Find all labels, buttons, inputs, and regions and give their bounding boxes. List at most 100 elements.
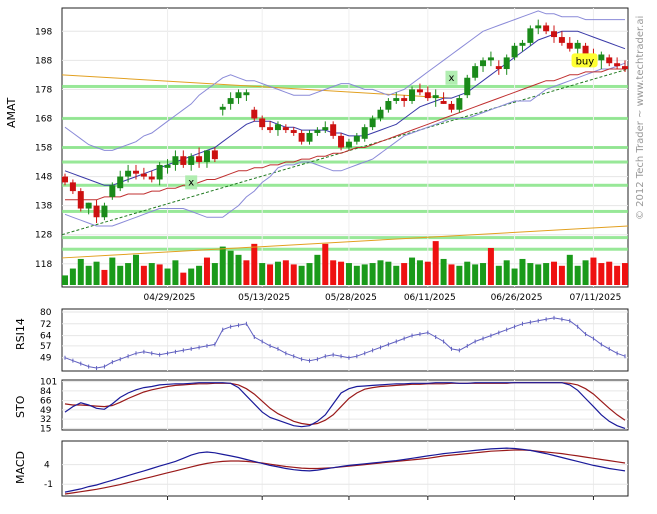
candle-body (180, 156, 187, 165)
candle-body (582, 45, 589, 55)
support-level (62, 183, 628, 187)
candle-body (172, 156, 179, 165)
bollinger-lower-line (64, 62, 626, 227)
support-level (62, 116, 628, 120)
volume-bar (322, 243, 329, 285)
volume-bar (456, 265, 463, 285)
price-tick-label: 118 (35, 260, 52, 270)
candle-body (140, 173, 147, 177)
candle-body (227, 98, 234, 104)
sto-tick-label: 15 (40, 424, 51, 434)
support-level (62, 146, 628, 149)
candle-body (203, 150, 210, 163)
candle-body (235, 92, 242, 99)
sto-tick-label: 101 (40, 378, 57, 388)
candle-body (598, 54, 605, 61)
candle-body (558, 37, 565, 43)
candle-body (322, 127, 329, 131)
candle-body (188, 156, 195, 165)
candle-body (306, 132, 313, 142)
volume-bar (401, 263, 408, 285)
candle-body (401, 98, 408, 101)
date-tick-label: 04/29/2025 (144, 293, 196, 303)
candle-body (440, 101, 447, 104)
price-tick-label: 158 (35, 144, 52, 154)
rsi-line (64, 317, 626, 369)
candle-body (535, 25, 542, 29)
volume-bar (227, 250, 234, 285)
volume-bar (519, 258, 526, 285)
price-tick-label: 168 (35, 114, 52, 124)
volume-bar (274, 261, 281, 285)
sto-tick-label: 66 (40, 397, 52, 407)
volume-bar (598, 263, 605, 285)
volume-bar (180, 272, 187, 285)
candle-body (156, 164, 163, 180)
volume-bar (614, 265, 621, 285)
candle-body (519, 42, 526, 46)
candle-body (369, 118, 376, 128)
rsi-tick-label: 72 (40, 320, 51, 330)
candle-body (93, 205, 100, 218)
volume-bar (409, 257, 416, 285)
sell-signal-badge (445, 70, 458, 85)
volume-bar (503, 260, 510, 285)
volume-bar (117, 265, 124, 285)
price-tick-label: 128 (35, 231, 52, 241)
candle-body (432, 95, 439, 99)
volume-bar (330, 260, 337, 285)
sto-panel-label: STO (14, 395, 27, 418)
volume-bar (535, 264, 542, 285)
volume-bar (385, 261, 392, 285)
support-level (62, 84, 628, 88)
candle-body (472, 66, 479, 78)
volume-bar (480, 263, 487, 285)
date-tick-label: 05/28/2025 (325, 293, 377, 303)
volume-bar (267, 264, 274, 285)
candle-body (385, 101, 392, 110)
volume-bar (156, 264, 163, 285)
sell-signal-label: x (188, 177, 194, 188)
bollinger-upper-line (64, 10, 625, 151)
volume-bar (424, 261, 431, 285)
candle-body (290, 130, 297, 133)
candle-body (622, 66, 628, 70)
volume-bar (109, 257, 116, 285)
candle-body (361, 127, 368, 139)
support-level (62, 209, 628, 213)
volume-bar (125, 263, 132, 285)
support-level (62, 236, 628, 240)
volume-bar (606, 261, 613, 285)
volume-bar (101, 269, 108, 285)
volume-bar (172, 260, 179, 285)
candle-body (543, 25, 550, 32)
volume-bar (622, 263, 628, 285)
volume-bar (243, 260, 250, 285)
candle-body (196, 156, 203, 163)
candle-body (274, 124, 281, 131)
candle-body (495, 66, 502, 70)
volume-bar (314, 254, 321, 285)
candle-body (393, 98, 400, 101)
volume-bar (77, 258, 84, 285)
volume-bar (203, 257, 210, 285)
candle-body (353, 135, 360, 142)
support-level (62, 160, 628, 164)
volume-bar (574, 265, 581, 285)
date-tick-label: 07/11/2025 (569, 293, 621, 303)
candle-body (614, 63, 621, 67)
volume-bar (590, 257, 597, 285)
candle-body (117, 176, 124, 189)
sell-signal-label: x (448, 73, 454, 84)
volume-bar (338, 261, 345, 285)
price-tick-label: 138 (35, 202, 52, 212)
candle-body (259, 118, 266, 128)
volume-bar (464, 261, 471, 285)
macd-tick-label: -1 (44, 480, 53, 490)
sma-slow-line (65, 68, 625, 201)
volume-bar (306, 263, 313, 285)
candle-body (377, 109, 384, 119)
sell-signal-badge (185, 175, 198, 190)
candle-body (77, 191, 84, 209)
